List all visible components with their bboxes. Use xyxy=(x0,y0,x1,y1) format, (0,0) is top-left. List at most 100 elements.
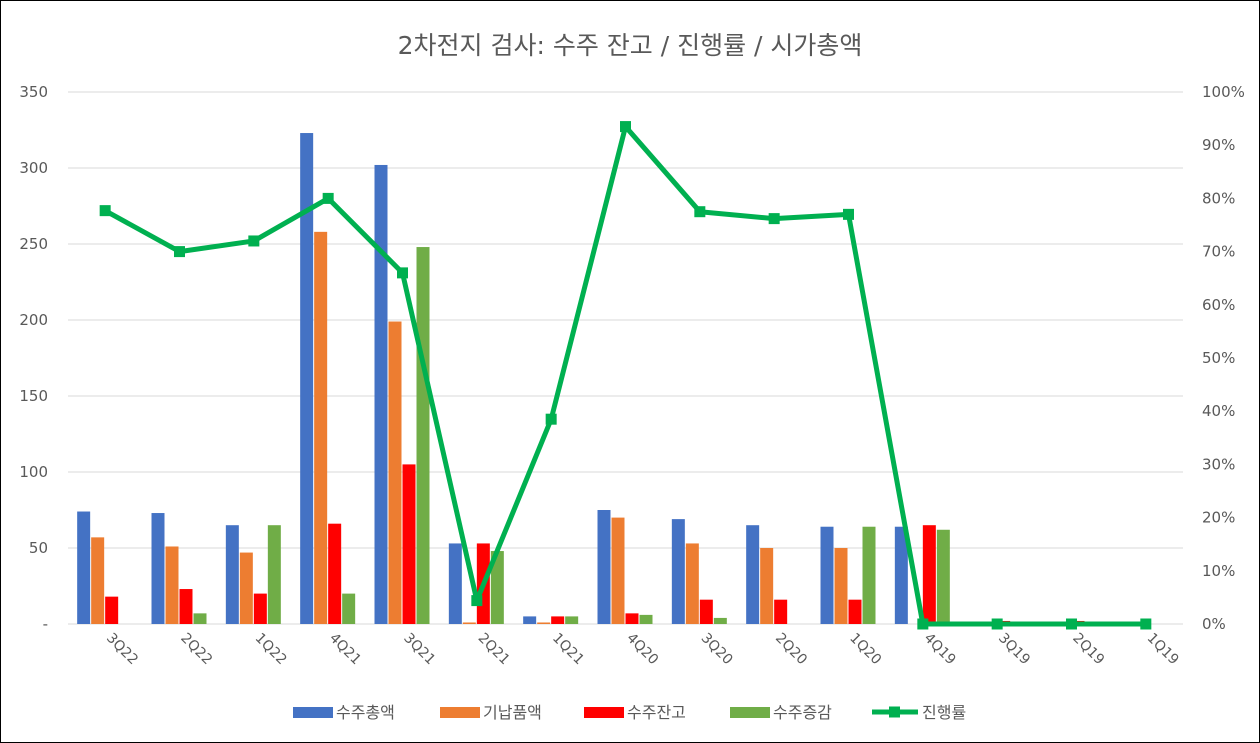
y-tick-label: 100 xyxy=(19,463,48,481)
x-tick-label: 2Q20 xyxy=(772,630,810,668)
y-tick-label: 50 xyxy=(29,539,48,557)
progress-marker xyxy=(322,192,334,204)
progress-marker xyxy=(1140,618,1152,630)
bar xyxy=(922,525,936,624)
legend-label: 수주증감 xyxy=(773,703,832,722)
x-axis: 3Q22 2Q22 1Q22 4Q21 3Q21 2Q21 1Q21 4Q20 3Q20 2Q20… xyxy=(103,630,1182,668)
bar xyxy=(639,614,653,624)
legend: 수주총액 기납품액 수주잔고 수주증감 진행률 xyxy=(293,703,966,722)
legend-swatch-marker xyxy=(889,706,900,718)
bar xyxy=(179,589,193,624)
x-tick-label: 2Q22 xyxy=(177,630,215,668)
bar xyxy=(671,519,685,624)
legend-swatch xyxy=(584,707,624,718)
bar xyxy=(267,525,281,624)
bar xyxy=(936,529,950,624)
x-tick-label: 1Q20 xyxy=(846,630,884,668)
y2-tick-label: 90% xyxy=(1202,136,1235,154)
bar xyxy=(820,526,834,624)
y2-tick-label: 20% xyxy=(1202,509,1235,527)
bar xyxy=(165,546,179,624)
bar xyxy=(239,552,253,624)
y-tick-label: 300 xyxy=(19,159,48,177)
x-tick-label: 4Q21 xyxy=(326,630,364,668)
progress-marker xyxy=(471,595,483,607)
y-axis-left: - 50 100 150 200 250 300 350 xyxy=(19,83,48,633)
legend-label: 수주총액 xyxy=(336,703,395,722)
x-tick-label: 4Q20 xyxy=(623,630,661,668)
progress-marker xyxy=(843,208,854,220)
bar xyxy=(388,321,402,624)
bar xyxy=(374,164,388,624)
y2-tick-label: 50% xyxy=(1202,349,1235,367)
chart-title: 2차전지 검사: 수주 잔고 / 진행률 / 시가총액 xyxy=(397,31,863,60)
y-axis-right: 0% 10% 20% 30% 40% 50% 60% 70% 80% 90% 100% xyxy=(1202,83,1245,633)
bar xyxy=(416,247,430,625)
bar xyxy=(713,617,727,624)
bar xyxy=(105,596,119,624)
bar xyxy=(77,511,91,624)
legend-swatch xyxy=(730,707,770,718)
y2-tick-label: 80% xyxy=(1202,189,1235,207)
bar xyxy=(253,593,267,624)
x-tick-label: 2Q19 xyxy=(1069,630,1107,668)
bar xyxy=(848,599,862,624)
progress-marker xyxy=(1066,618,1077,630)
bar xyxy=(611,517,625,624)
bar xyxy=(462,622,476,624)
bar xyxy=(625,613,639,624)
progress-marker xyxy=(174,246,185,258)
bar xyxy=(551,616,565,624)
progress-marker xyxy=(397,267,408,279)
legend-label: 진행률 xyxy=(922,703,966,722)
y2-tick-label: 40% xyxy=(1202,402,1235,420)
x-tick-label: 3Q21 xyxy=(400,630,438,668)
bar xyxy=(448,543,462,624)
y-tick-label: - xyxy=(43,615,48,633)
bar xyxy=(834,548,848,624)
bar xyxy=(523,616,537,624)
x-tick-label: 3Q20 xyxy=(698,630,736,668)
x-tick-label: 3Q22 xyxy=(103,630,141,668)
progress-marker xyxy=(620,121,631,133)
bar xyxy=(490,551,504,624)
y-tick-label: 350 xyxy=(19,83,48,101)
y2-tick-label: 70% xyxy=(1202,243,1235,261)
progress-marker xyxy=(694,206,706,218)
bar xyxy=(774,599,788,624)
y-tick-label: 200 xyxy=(19,311,48,329)
bar xyxy=(314,231,328,624)
bar xyxy=(402,464,416,624)
bar xyxy=(537,622,551,624)
bar xyxy=(193,613,207,624)
y2-tick-label: 100% xyxy=(1202,83,1245,101)
progress-line-group xyxy=(99,121,1152,630)
bar xyxy=(151,513,165,624)
bars-group xyxy=(77,133,1085,625)
bar xyxy=(91,537,105,624)
bar xyxy=(685,543,699,624)
y2-tick-label: 0% xyxy=(1202,615,1226,633)
y2-tick-label: 30% xyxy=(1202,455,1235,473)
bar xyxy=(225,525,239,624)
progress-marker xyxy=(991,618,1003,630)
x-tick-label: 1Q19 xyxy=(1144,630,1182,668)
bar xyxy=(328,523,342,624)
progress-marker xyxy=(768,213,780,225)
bar xyxy=(565,616,579,624)
bar xyxy=(342,593,356,624)
bar xyxy=(894,526,908,624)
progress-marker xyxy=(545,413,557,425)
bar xyxy=(862,526,876,624)
progress-marker xyxy=(248,235,260,247)
y2-tick-label: 60% xyxy=(1202,296,1235,314)
x-tick-label: 3Q19 xyxy=(995,630,1033,668)
x-tick-label: 1Q21 xyxy=(549,630,587,668)
bar xyxy=(760,548,774,624)
progress-marker xyxy=(917,618,929,630)
bar xyxy=(699,599,713,624)
bar xyxy=(746,525,760,624)
legend-swatch xyxy=(293,707,333,718)
legend-label: 기납품액 xyxy=(483,703,542,722)
